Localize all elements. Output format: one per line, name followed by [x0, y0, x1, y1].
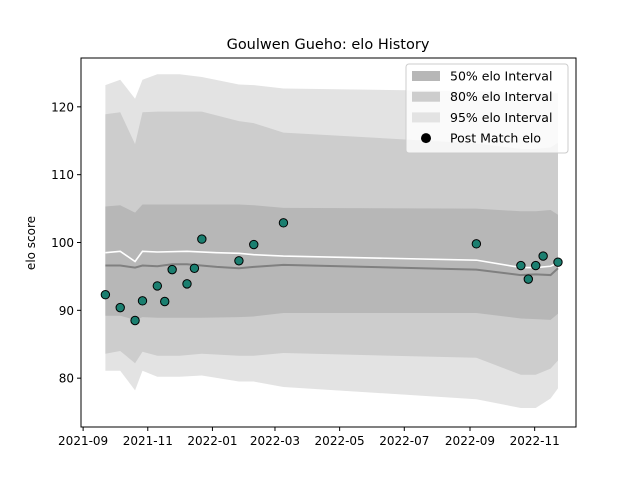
legend-swatch — [412, 112, 440, 123]
post-match-point — [197, 234, 207, 244]
post-match-point — [100, 290, 111, 300]
legend-label: 80% elo Interval — [450, 89, 552, 104]
x-tick-label: 2022-09 — [445, 434, 495, 448]
x-tick-label: 2022-01 — [187, 434, 237, 448]
legend: 50% elo Interval 80% elo Interval 95% elo … — [405, 63, 569, 154]
post-match-point — [115, 302, 125, 313]
legend-swatch — [412, 91, 440, 102]
post-match-point — [523, 274, 533, 284]
post-match-point — [531, 260, 541, 271]
axes: 2021-09 2021-11 2022-01 2022-03 2022-05 2022-… — [51, 57, 577, 448]
post-match-point — [130, 315, 140, 326]
post-match-point — [278, 218, 289, 228]
legend-marker — [421, 133, 431, 144]
post-match-point — [152, 281, 163, 291]
x-tick-label: 2021-09 — [58, 434, 108, 448]
y-axis-title: elo score — [24, 216, 38, 270]
x-tick-label: 2022-03 — [250, 434, 300, 448]
y-tick-label: 120 — [51, 100, 74, 114]
legend-label: Post Match elo — [450, 131, 541, 146]
post-match-point — [234, 256, 244, 266]
x-tick-label: 2021-11 — [123, 434, 173, 448]
legend-swatch — [412, 71, 440, 81]
post-match-point — [471, 239, 482, 249]
y-tick-label: 90 — [59, 304, 74, 318]
y-tick-label: 80 — [59, 372, 74, 386]
band-50 — [105, 204, 558, 320]
legend-label: 50% elo Interval — [450, 69, 552, 84]
post-match-point — [538, 251, 548, 261]
mean-line — [105, 250, 559, 269]
legend-box — [405, 63, 569, 154]
y-tick-label: 110 — [51, 168, 74, 182]
post-match-point — [189, 263, 200, 273]
post-match-point — [160, 296, 170, 307]
plot-area — [100, 74, 563, 409]
x-tick-label: 2022-05 — [315, 434, 365, 448]
post-match-point — [167, 264, 177, 275]
legend-label: 95% elo Interval — [450, 110, 552, 125]
post-match-point — [516, 260, 526, 271]
x-tick-label: 2022-11 — [510, 434, 560, 448]
post-match-point — [137, 296, 148, 306]
x-tick-label: 2022-07 — [379, 434, 429, 448]
chart-title: Goulwen Gueho: elo History — [227, 37, 430, 53]
post-match-point — [249, 239, 259, 250]
y-tick-label: 100 — [51, 236, 74, 250]
post-match-point — [553, 257, 563, 267]
post-match-point — [182, 279, 192, 289]
